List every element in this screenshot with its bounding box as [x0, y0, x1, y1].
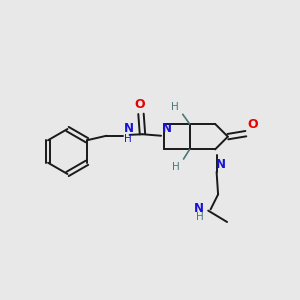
Text: N: N — [124, 122, 134, 134]
Text: N: N — [194, 202, 204, 215]
Text: N: N — [216, 158, 226, 171]
Text: H: H — [172, 162, 180, 172]
Text: H: H — [196, 212, 204, 222]
Text: O: O — [247, 118, 258, 131]
Text: O: O — [134, 98, 145, 111]
Text: H: H — [124, 134, 132, 144]
Text: H: H — [171, 102, 179, 112]
Text: N: N — [162, 122, 172, 134]
